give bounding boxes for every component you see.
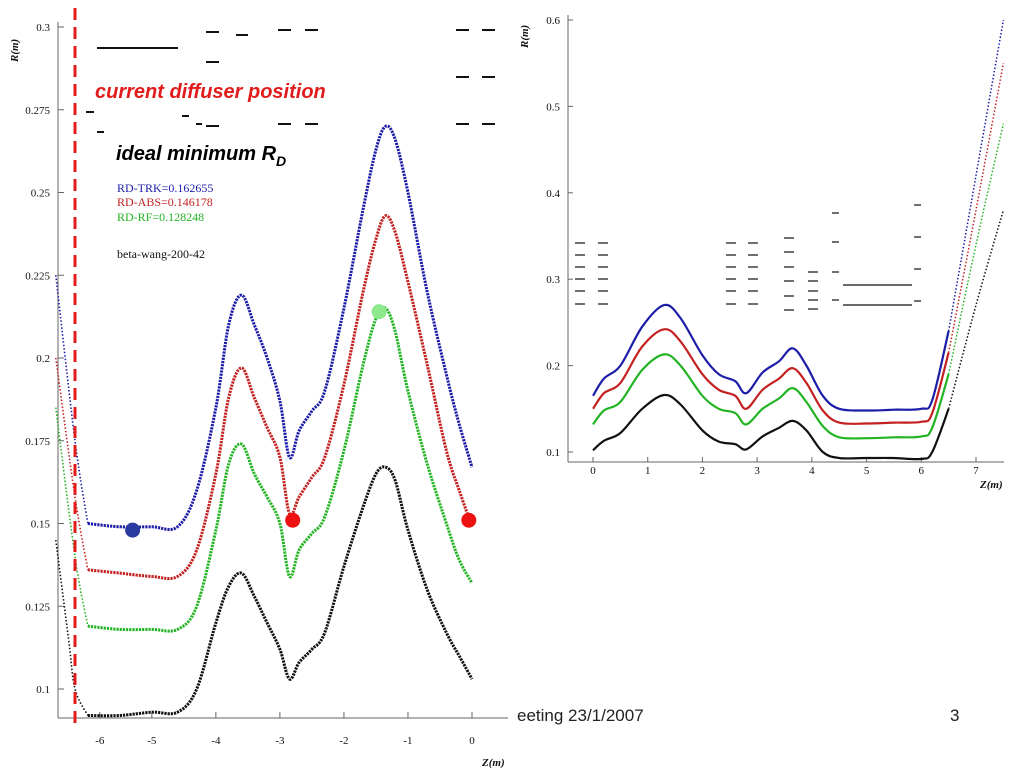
left-series-trk-lead [55,275,89,524]
right-x-tick-label: 7 [973,465,979,477]
right-x-tick-label: 3 [754,465,760,477]
legend-item-abs: RD-ABS=0.146178 [117,195,213,209]
right-series-beta-line [592,393,950,461]
left-chart: R(m) Z(m) 0.1 0.125 0.15 0.175 0.2 0.225 0.25 0… [9,8,508,768]
right-x-tick-label: 0 [590,465,596,477]
right-x-tick-label: 1 [645,465,651,477]
right-x-tick-label: 2 [700,465,706,477]
right-chart: R(m) Z(m) 0.1 0.2 0.3 0.4 0.5 0.6 0 1 2 3 4 5 6 7 [519,15,1005,491]
right-y-tick-label: 0.2 [546,361,560,373]
magnet-markers-left [86,29,495,133]
left-y-tick-label: 0.175 [25,436,50,448]
left-y-tick-label: 0.25 [31,188,51,200]
left-x-tick-label: -3 [275,735,285,747]
right-series-rf-line [592,353,950,440]
right-series-abs-line [592,328,950,425]
legend: RD-TRK=0.162655 RD-ABS=0.146178 RD-RF=0.… [117,181,213,261]
right-x-tick-label: 6 [919,465,925,477]
right-series-beta-tail [947,209,1005,409]
right-y-tick-label: 0.6 [546,15,560,27]
ideal-annotation: ideal minimum RD [116,143,286,169]
ideal-annotation-text: ideal minimum R [116,143,277,165]
right-series-abs-tail [947,63,1005,353]
magnet-markers-right [575,204,921,311]
legend-item-trk: RD-TRK=0.162655 [117,181,213,195]
left-y-tick-label: 0.225 [25,270,50,282]
right-y-tick-label: 0.3 [546,274,560,286]
highlight-point [371,304,387,320]
legend-item-rf: RD-RF=0.128248 [117,210,204,224]
left-series-beta-lead [55,539,89,716]
left-y-tick-label: 0.3 [36,22,50,34]
highlight-point [125,522,141,538]
right-y-axis-title: R(m) [519,25,531,49]
left-series-beta-line [87,465,474,718]
left-series-rf-line [87,306,474,633]
right-y-tick-label: 0.5 [546,101,560,113]
left-x-tick-label: -4 [211,735,221,747]
left-x-tick-label: -2 [339,735,348,747]
left-x-tick-label: -6 [95,735,105,747]
left-y-tick-label: 0.1 [36,684,50,696]
left-x-tick-label: -1 [403,735,412,747]
highlight-point [461,512,477,528]
right-x-tick-label: 5 [864,465,870,477]
ideal-annotation-subscript: D [276,153,286,169]
left-series-abs-line [87,214,474,581]
right-x-axis-title: Z(m) [979,479,1003,491]
left-y-tick-label: 0.15 [31,519,51,531]
left-series-trk-line [87,124,474,531]
left-y-axis-title: R(m) [9,39,21,63]
right-series-trk-line [592,303,950,412]
right-y-tick-label: 0.1 [546,447,560,459]
right-series-rf-tail [947,123,1005,375]
left-x-tick-label: -5 [147,735,157,747]
diffuser-annotation: current diffuser position [95,81,326,103]
left-y-tick-label: 0.275 [25,105,50,117]
right-series-trk-tail [947,19,1005,332]
left-x-axis-title: Z(m) [481,757,505,768]
highlight-point [285,512,301,528]
right-y-tick-label: 0.4 [546,188,560,200]
right-x-tick-label: 4 [809,465,815,477]
footer-meeting-date: eeting 23/1/2007 [517,706,644,725]
left-x-tick-label: 0 [469,735,475,747]
left-y-tick-label: 0.2 [36,353,50,365]
left-y-tick-label: 0.125 [25,601,50,613]
left-series-abs-lead [55,357,89,570]
footer-page-number: 3 [950,706,960,725]
legend-item-beta: beta-wang-200-42 [117,247,205,261]
